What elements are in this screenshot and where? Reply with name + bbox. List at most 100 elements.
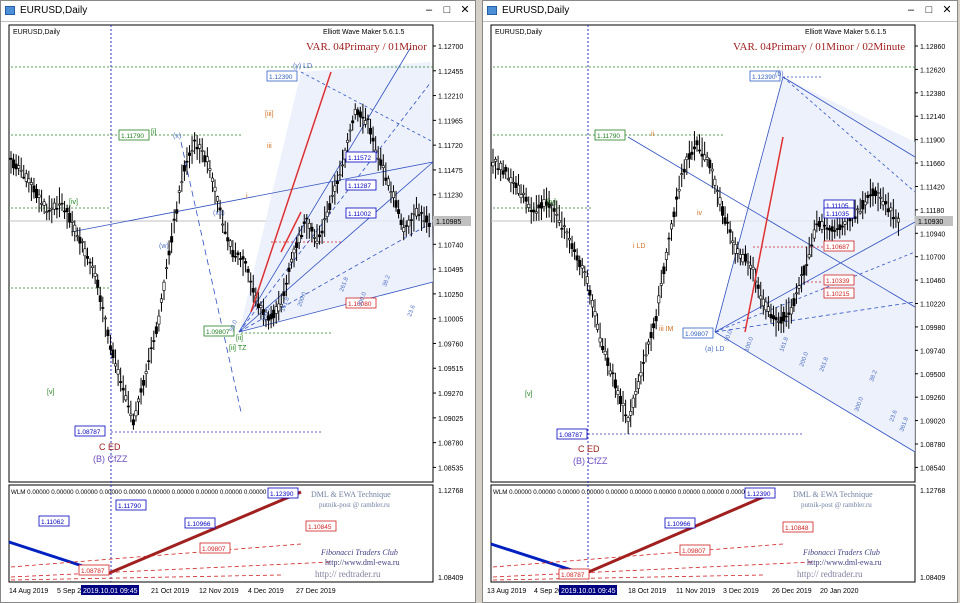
indicator-header: WLM 0.00000 0.00000 0.00000 0.00000 0.00… (493, 489, 749, 496)
candle-body (182, 165, 186, 172)
wave-label: C ED (578, 444, 600, 454)
candle-body (45, 211, 49, 213)
watermark-technique: DML & EWA Technique (311, 490, 391, 499)
chart-window-left[interactable]: EURUSD,Daily – □ ✕ 1.12700 1.12455 1.12210… (0, 0, 476, 603)
candle-body (221, 223, 225, 226)
candle-body (647, 341, 651, 345)
wave-label: iii IM (659, 326, 674, 333)
candle-body (259, 305, 263, 308)
indicator-scale-bottom: 1.08409 (920, 575, 945, 582)
candle-body (590, 299, 594, 308)
fib-fan-line (714, 76, 784, 333)
chart-window-right[interactable]: EURUSD,Daily – □ ✕ 1.12860 1.12620 1.12380… (482, 0, 958, 603)
candle-body (159, 298, 163, 303)
fib-label: 50.0 (229, 319, 239, 333)
last-price-label: 1.10985 (436, 219, 461, 226)
time-axis-label: 20 Jan 2020 (820, 588, 859, 595)
candle-body (119, 381, 123, 384)
candle-body (200, 150, 204, 152)
candle-body (840, 225, 844, 228)
candle-body (412, 213, 416, 215)
candle-body (616, 390, 620, 395)
candle-body (514, 182, 518, 189)
window-title-left: EURUSD,Daily (20, 5, 88, 16)
candle-body (88, 261, 92, 264)
indicator-price-box (558, 568, 590, 580)
candle-body (188, 152, 192, 156)
price-tick-label: 1.12380 (920, 91, 945, 98)
indicator-dashed-line (492, 574, 764, 581)
candle-body (822, 224, 826, 227)
indicator-scale-bottom: 1.08409 (438, 575, 463, 582)
maximize-button[interactable]: □ (443, 4, 451, 16)
candle-body (167, 250, 171, 256)
candle-body (284, 282, 288, 285)
price-tick-label: 1.12210 (438, 94, 463, 101)
candle-body (771, 315, 775, 320)
candle-body (631, 397, 635, 408)
last-price-box (915, 216, 953, 226)
candle-body (494, 159, 498, 162)
candle-body (896, 218, 900, 223)
candle-body (858, 211, 862, 214)
price-tick-label: 1.11720 (438, 143, 463, 150)
wave-label: (b) (775, 71, 784, 78)
time-axis-label: 11 Nov 2019 (676, 588, 715, 595)
candle-body (152, 340, 156, 342)
candle-body (277, 303, 281, 312)
candle-body (812, 229, 816, 239)
price-box (556, 428, 588, 440)
candle-body (713, 178, 717, 186)
candle-body (682, 168, 686, 173)
watermark-email: putnik-post @ rambler.ru (319, 501, 390, 509)
candle-body (203, 155, 207, 163)
title-bar-left[interactable]: EURUSD,Daily – □ ✕ (1, 1, 475, 22)
candle-body (624, 414, 628, 417)
candle-body (710, 168, 714, 172)
title-bar-right[interactable]: EURUSD,Daily – □ ✕ (483, 1, 957, 22)
candle-body (532, 209, 536, 213)
candle-body (147, 360, 151, 362)
candle-body (381, 165, 385, 168)
candle-body (14, 163, 18, 170)
candle-body (654, 316, 658, 322)
candle-body (414, 208, 418, 217)
candle-body (527, 203, 531, 208)
candle-body (698, 149, 702, 152)
close-button[interactable]: ✕ (942, 4, 952, 16)
indicator-price-box (679, 544, 711, 556)
minimize-button[interactable]: – (907, 4, 915, 16)
minimize-button[interactable]: – (425, 4, 433, 16)
wave-label: (xx) (213, 210, 225, 217)
candle-body (881, 201, 885, 206)
close-button[interactable]: ✕ (460, 4, 470, 16)
time-axis-label: 27 Dec 2019 (296, 588, 336, 595)
candle-body (838, 224, 842, 230)
chart-canvas-left[interactable]: 1.12700 1.12455 1.12210 1.11965 1.11720 1.114… (1, 22, 475, 602)
candle-body (657, 295, 661, 304)
fib-fan-area (239, 62, 433, 332)
price-tick-label: 1.10220 (920, 302, 945, 309)
indicator-price-box-label: 1.08787 (561, 572, 585, 579)
time-axis-label: 5 Sep 2019 (57, 588, 93, 595)
price-tick-label: 1.12860 (920, 44, 945, 51)
price-tick-label: 1.10460 (920, 278, 945, 285)
candle-body (886, 208, 890, 213)
candle-body (295, 242, 299, 248)
candle-body (557, 220, 561, 223)
price-tick-label: 1.11475 (438, 168, 463, 175)
candle-body (501, 170, 505, 175)
candle-body (601, 346, 605, 351)
candle-body (47, 209, 51, 212)
price-tick-label: 1.11420 (920, 184, 945, 191)
price-box (749, 70, 781, 82)
price-tick-label: 1.12620 (920, 67, 945, 74)
chart-canvas-right[interactable]: 1.12860 1.12620 1.12380 1.12140 1.11900 1.116… (483, 22, 957, 602)
candle-body (659, 283, 663, 286)
price-box-label: 1.12390 (752, 74, 776, 81)
candle-body (539, 202, 543, 209)
maximize-button[interactable]: □ (925, 4, 933, 16)
candle-body (764, 301, 768, 311)
candle-body (499, 162, 503, 170)
candle-body (731, 240, 735, 243)
